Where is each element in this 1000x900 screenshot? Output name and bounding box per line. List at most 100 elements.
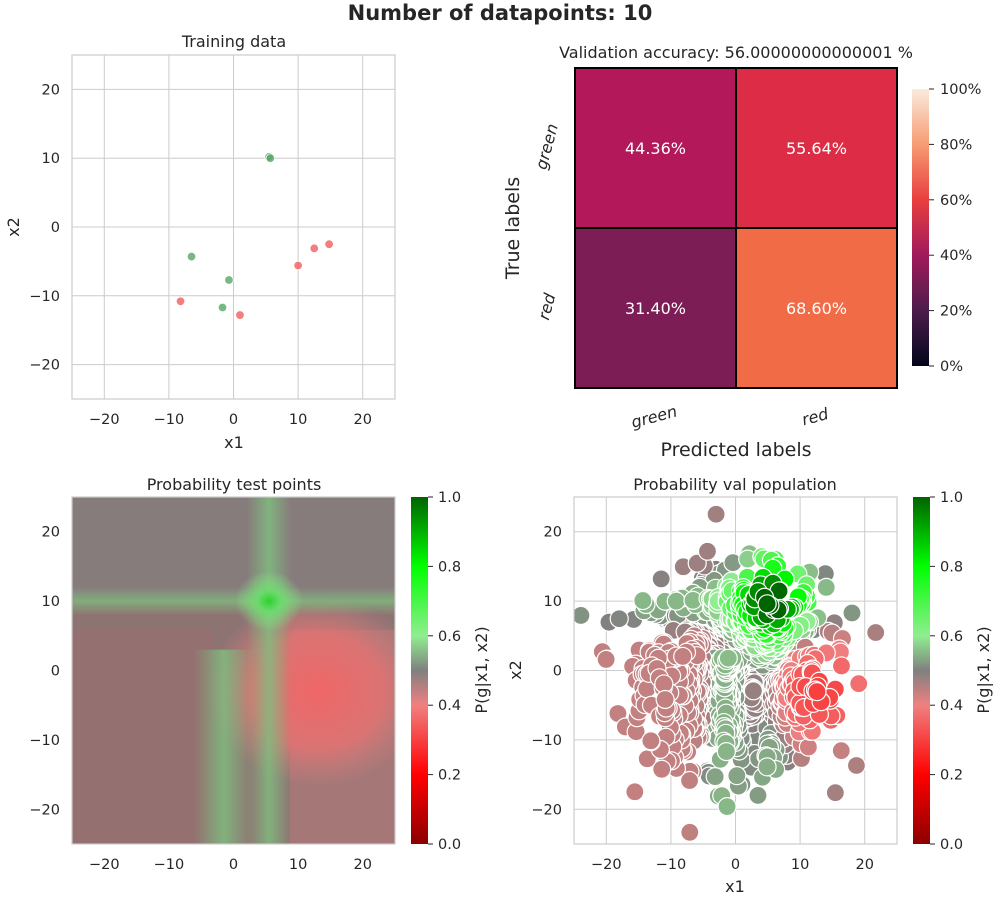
figure-suptitle: Number of datapoints: 10 [348,1,653,25]
panel4-y-ticks: −20 −10 0 10 20 [531,525,562,819]
colorbar-tick-label: 80% [940,137,972,153]
training-point [217,302,228,313]
confusion-cell-label: 68.60% [786,299,847,318]
y-tick-label: −20 [531,802,562,818]
x-tick-label: 20 [353,412,371,428]
panel2-colorbar [912,89,929,366]
val-point [717,797,737,817]
val-point [757,594,777,614]
val-point [680,822,700,842]
panel3-x-ticks: −20 −10 0 10 20 [89,857,372,873]
val-point [846,755,867,776]
green-band-vertical [247,497,292,844]
panel-training-data: Training data −20 −10 0 10 20 −20 −10 0 10 20 x1… [4,32,396,452]
green-band-horizontal [72,587,395,616]
val-point [609,609,629,629]
panel3-y-ticks: −20 −10 0 10 20 [29,525,60,819]
val-point [718,648,738,668]
panel3-colorbar-ticks: 0.0 0.2 0.4 0.6 0.8 1.0 [428,490,461,853]
colorbar-tick-label: 0.2 [940,768,963,784]
y-tick-label: −20 [29,802,60,818]
panel1-y-ticks: −20 −10 0 10 20 [29,82,60,373]
x-tick-label: −10 [656,857,687,873]
val-point [641,731,661,751]
x-category-label: green [629,401,679,431]
colorbar-tick-label: 60% [940,193,972,209]
panel3-colorbar [411,497,428,844]
training-point [309,243,319,254]
y-tick-label: −10 [29,733,60,749]
colorbar-tick-label: 40% [940,248,972,264]
confusion-cell [574,67,737,229]
colorbar-tick-label: 0.0 [940,837,963,853]
confusion-x-tick-labels: green red [629,401,831,431]
training-point [293,260,303,271]
panel2-colorbar-ticks: 0% 20% 40% 60% 80% 100% [929,82,981,375]
training-point [224,275,234,285]
panel1-xlabel: x1 [224,433,244,452]
val-point [574,605,591,626]
x-tick-label: 10 [289,412,307,428]
probability-field [72,497,395,844]
colorbar-tick-label: 0.0 [438,837,461,853]
panel1-title: Training data [181,32,286,51]
colorbar-tick-label: 0.2 [438,768,461,784]
val-point [625,782,645,802]
panel3-colorbar-label: P(g|x1, x2) [472,626,491,713]
y-tick-label: 20 [42,82,60,98]
panel4-points [574,504,886,871]
training-point [265,153,276,163]
x-tick-label: −10 [154,412,185,428]
val-point [825,783,845,803]
x-tick-label: 0 [229,857,238,873]
confusion-cell-label: 31.40% [625,299,686,318]
val-point [866,622,886,643]
val-point [831,741,851,761]
x-tick-label: 0 [731,857,740,873]
y-tick-label: 20 [42,525,60,541]
val-point [679,770,700,791]
val-point [705,767,725,787]
panel1-x-ticks: −20 −10 0 10 20 [89,412,372,428]
val-point [701,853,719,871]
val-point [748,785,768,806]
confusion-cell-label: 55.64% [786,139,847,158]
val-point [673,646,693,667]
panel3-title: Probability test points [147,475,322,494]
colorbar-tick-label: 0.8 [438,559,461,575]
y-tick-label: 0 [51,220,60,236]
panel1-grid [72,55,395,399]
panel1-ylabel: x2 [4,217,23,237]
val-point [651,569,671,589]
x-category-label: red [800,404,831,429]
colorbar-tick-label: 20% [940,304,972,320]
colorbar-tick-label: 0.6 [940,629,963,645]
panel-probability-test-points: Probability test points −20 −10 0 10 20 −20−… [29,475,491,873]
val-point [706,504,726,524]
x-tick-label: −20 [89,857,120,873]
panel4-ylabel: x2 [506,660,525,680]
x-tick-label: 20 [855,857,873,873]
panel4-colorbar-ticks: 0.0 0.2 0.4 0.6 0.8 1.0 [930,490,963,853]
panel1-points [175,152,334,320]
val-point [652,759,672,779]
panel-probability-val-population: Probability val population −20 −10 0 10 20 −… [506,475,993,896]
colorbar-tick-label: 0.4 [438,698,461,714]
colorbar-tick-label: 0% [940,359,963,375]
colorbar-tick-label: 1.0 [438,490,461,506]
val-point [655,689,675,710]
x-tick-label: −20 [591,857,622,873]
panel4-x-ticks: −20 −10 0 10 20 [591,857,874,873]
panel2-xlabel: Predicted labels [660,439,811,461]
val-point [807,682,827,702]
y-tick-label: −20 [29,358,60,374]
val-point [757,757,777,777]
y-tick-label: −10 [531,733,562,749]
confusion-cells: 44.36% 55.64% 31.40% 68.60% [574,67,898,389]
panel4-colorbar-label: P(g|x1, x2) [974,626,993,713]
y-tick-label: −10 [29,289,60,305]
x-tick-label: −10 [154,857,185,873]
panel4-colorbar [913,497,930,844]
y-tick-label: 10 [544,594,562,610]
